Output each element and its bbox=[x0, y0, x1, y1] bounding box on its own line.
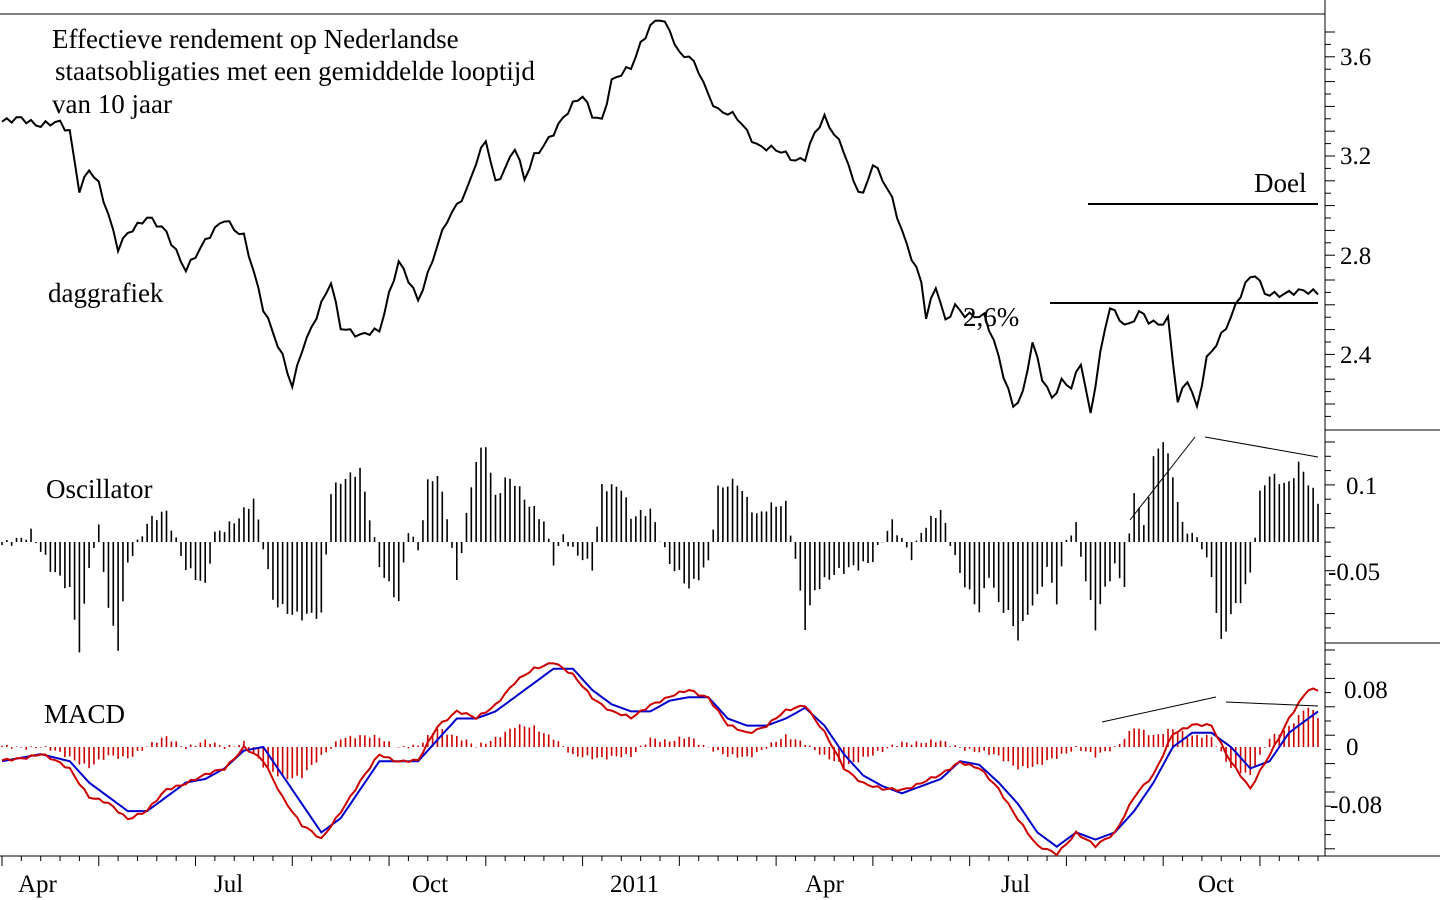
osc-trendline-fall bbox=[1204, 436, 1319, 458]
oscillator-bars bbox=[1, 442, 1319, 653]
macd-tick-0: 0 bbox=[1346, 734, 1359, 761]
x-label-apr-1: Apr bbox=[18, 871, 58, 898]
macd-trendline-rise bbox=[1101, 696, 1217, 723]
y-tick-2.4: 2.4 bbox=[1340, 342, 1372, 369]
y-tick-3.2: 3.2 bbox=[1340, 143, 1371, 170]
signal-line bbox=[1, 667, 1319, 848]
macd-tick-neg-0.08: -0.08 bbox=[1330, 792, 1382, 819]
osc-tick-0.1: 0.1 bbox=[1346, 473, 1377, 500]
macd-histogram bbox=[1, 707, 1319, 780]
y-tick-3.6: 3.6 bbox=[1340, 44, 1371, 71]
x-label-2011: 2011 bbox=[610, 871, 659, 898]
y-tick-2.8: 2.8 bbox=[1340, 243, 1371, 270]
osc-y-ticks bbox=[1325, 441, 1335, 629]
macd-line bbox=[1, 662, 1319, 857]
macd-tick-0.08: 0.08 bbox=[1344, 677, 1388, 704]
chart-subtitle: daggrafiek bbox=[48, 278, 164, 308]
oscillator-title: Oscillator bbox=[46, 474, 152, 504]
chart-title-line-1: Effectieve rendement op Nederlandse bbox=[52, 24, 459, 54]
chart-title-line-2: staatsobligaties met een gemiddelde loop… bbox=[55, 56, 535, 86]
x-label-jul-2: Jul bbox=[1001, 871, 1030, 898]
support-label: 2,6% bbox=[963, 302, 1019, 332]
price-y-ticks bbox=[1325, 31, 1335, 417]
x-axis-ticks bbox=[1, 856, 1319, 866]
chart-title-line-3: van 10 jaar bbox=[52, 89, 172, 119]
yield-line bbox=[1, 19, 1319, 414]
x-label-oct-2: Oct bbox=[1198, 871, 1234, 898]
target-label: Doel bbox=[1254, 168, 1306, 198]
x-label-jul-1: Jul bbox=[214, 871, 243, 898]
osc-trendline-rise bbox=[1129, 436, 1196, 521]
x-label-apr-2: Apr bbox=[805, 871, 845, 898]
osc-tick-neg-0.05: -0.05 bbox=[1328, 559, 1380, 586]
macd-y-ticks bbox=[1325, 649, 1335, 850]
macd-trendline-flat bbox=[1225, 701, 1319, 707]
macd-title: MACD bbox=[44, 699, 125, 729]
x-label-oct-1: Oct bbox=[412, 871, 448, 898]
